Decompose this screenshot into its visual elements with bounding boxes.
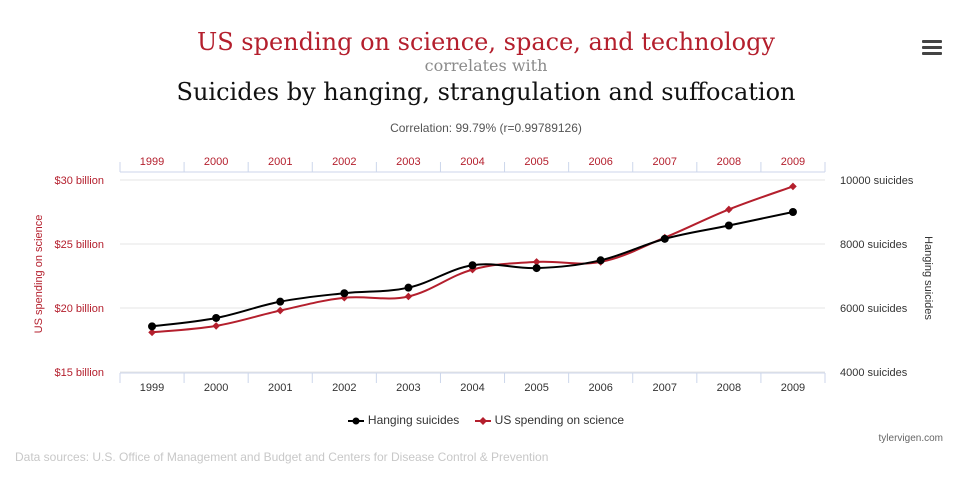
data-point-hanging-suicides bbox=[276, 297, 285, 306]
data-point-hanging-suicides bbox=[532, 264, 541, 273]
right-y-tick-label: 4000 suicides bbox=[840, 367, 908, 379]
top-x-tick-label: 2008 bbox=[717, 156, 741, 168]
legend-circle-marker-icon bbox=[347, 417, 364, 425]
data-point-us-spending bbox=[725, 205, 733, 214]
bottom-x-tick-label: 2008 bbox=[717, 382, 741, 394]
top-x-tick-label: 2007 bbox=[653, 156, 677, 168]
data-point-hanging-suicides bbox=[212, 313, 221, 322]
top-x-tick-label: 2002 bbox=[332, 156, 356, 168]
hamburger-menu-icon[interactable] bbox=[922, 40, 942, 58]
right-y-axis-title: Hanging suicides bbox=[922, 236, 934, 320]
top-x-tick-label: 2006 bbox=[588, 156, 612, 168]
data-point-us-spending bbox=[212, 322, 220, 330]
bottom-x-tick-label: 2007 bbox=[653, 382, 677, 394]
data-point-hanging-suicides bbox=[148, 322, 157, 331]
correlates-with-label: correlates with bbox=[424, 56, 548, 75]
legend-label-us-spending: US spending on science bbox=[494, 413, 625, 427]
right-y-tick-label: 10000 suicides bbox=[840, 175, 914, 187]
bottom-x-tick-label: 2000 bbox=[204, 382, 228, 394]
data-point-us-spending bbox=[148, 328, 156, 337]
bottom-x-tick-label: 1999 bbox=[140, 382, 164, 394]
bottom-x-tick-label: 2009 bbox=[781, 382, 805, 394]
left-y-tick-label: $15 billion bbox=[54, 367, 104, 379]
top-x-tick-label: 2009 bbox=[781, 156, 805, 168]
top-x-tick-label: 2000 bbox=[204, 156, 228, 168]
bottom-x-tick-label: 2002 bbox=[332, 382, 356, 394]
data-point-us-spending bbox=[789, 182, 797, 191]
legend-item-us-spending[interactable]: US spending on science bbox=[474, 413, 625, 427]
top-x-tick-label: 2004 bbox=[460, 156, 484, 168]
chart-legend: Hanging suicides US spending on science bbox=[0, 413, 972, 427]
left-y-tick-label: $25 billion bbox=[54, 239, 104, 251]
bottom-x-tick-label: 2001 bbox=[268, 382, 292, 394]
data-point-hanging-suicides bbox=[404, 283, 413, 292]
left-y-axis-title: US spending on science bbox=[33, 215, 45, 334]
top-x-tick-label: 2001 bbox=[268, 156, 292, 168]
data-point-hanging-suicides bbox=[468, 261, 477, 270]
legend-diamond-marker-icon bbox=[474, 416, 491, 425]
right-y-tick-label: 6000 suicides bbox=[840, 303, 908, 315]
legend-label-hanging-suicides: Hanging suicides bbox=[367, 413, 460, 427]
data-point-hanging-suicides bbox=[596, 256, 605, 265]
right-y-tick-label: 8000 suicides bbox=[840, 239, 908, 251]
data-point-us-spending bbox=[468, 265, 477, 274]
data-point-hanging-suicides bbox=[340, 289, 349, 298]
correlation-label: Correlation: 99.79% (r=0.99789126) bbox=[390, 121, 582, 135]
data-point-us-spending bbox=[276, 306, 285, 315]
data-point-hanging-suicides bbox=[724, 221, 733, 230]
data-point-hanging-suicides bbox=[788, 208, 797, 216]
top-x-tick-label: 2003 bbox=[396, 156, 420, 168]
bottom-x-tick-label: 2005 bbox=[524, 382, 548, 394]
bottom-x-tick-label: 2003 bbox=[396, 382, 420, 394]
chart-title-suicides: Suicides by hanging, strangulation and s… bbox=[176, 78, 796, 106]
data-sources-note: Data sources: U.S. Office of Management … bbox=[15, 450, 549, 464]
bottom-x-tick-label: 2006 bbox=[588, 382, 612, 394]
legend-item-hanging-suicides[interactable]: Hanging suicides bbox=[347, 413, 460, 427]
top-x-tick-label: 2005 bbox=[524, 156, 548, 168]
top-x-tick-label: 1999 bbox=[140, 156, 164, 168]
data-point-us-spending bbox=[340, 293, 349, 302]
chart-title-science: US spending on science, space, and techn… bbox=[196, 28, 775, 56]
data-point-us-spending bbox=[404, 292, 413, 301]
bottom-x-tick-label: 2004 bbox=[460, 382, 484, 394]
left-y-tick-label: $20 billion bbox=[54, 303, 104, 315]
left-y-tick-label: $30 billion bbox=[54, 175, 104, 187]
data-point-us-spending bbox=[532, 258, 541, 266]
data-point-hanging-suicides bbox=[660, 234, 669, 243]
site-credit: tylervigen.com bbox=[878, 433, 943, 444]
